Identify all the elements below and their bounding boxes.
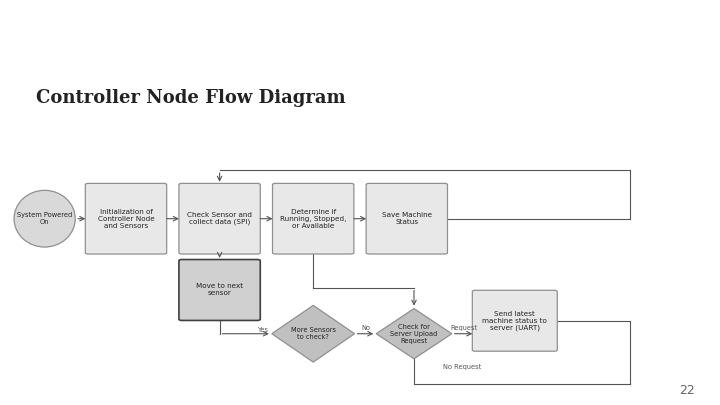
FancyBboxPatch shape: [179, 183, 261, 254]
FancyBboxPatch shape: [366, 183, 447, 254]
Text: SONOMA: SONOMA: [22, 18, 125, 36]
Polygon shape: [376, 309, 452, 359]
Text: Request: Request: [450, 325, 477, 331]
FancyBboxPatch shape: [179, 260, 261, 320]
Polygon shape: [272, 305, 355, 362]
Text: Check Sensor and
collect data (SPI): Check Sensor and collect data (SPI): [187, 212, 252, 226]
Ellipse shape: [14, 190, 76, 247]
Text: System Powered
On: System Powered On: [17, 212, 72, 225]
FancyBboxPatch shape: [85, 183, 166, 254]
Text: More Sensors
to check?: More Sensors to check?: [291, 327, 336, 340]
Text: STATE UNIVERSITY: STATE UNIVERSITY: [27, 55, 97, 64]
Text: Move to next
sensor: Move to next sensor: [196, 284, 243, 296]
Text: Initialization of
Controller Node
and Sensors: Initialization of Controller Node and Se…: [98, 209, 154, 229]
Text: Check for
Server Upload
Request: Check for Server Upload Request: [390, 324, 438, 344]
Text: Send latest
machine status to
server (UART): Send latest machine status to server (UA…: [482, 311, 547, 331]
FancyBboxPatch shape: [472, 290, 557, 351]
Text: Yes: Yes: [258, 327, 269, 333]
FancyBboxPatch shape: [272, 183, 354, 254]
Text: No Request: No Request: [443, 364, 481, 370]
Text: 22: 22: [679, 384, 695, 397]
Text: Save Machine
Status: Save Machine Status: [382, 212, 432, 225]
Text: Controller Node Flow Diagram: Controller Node Flow Diagram: [36, 89, 346, 107]
Text: No: No: [361, 325, 370, 331]
Text: Determine if
Running, Stopped,
or Available: Determine if Running, Stopped, or Availa…: [280, 209, 346, 229]
